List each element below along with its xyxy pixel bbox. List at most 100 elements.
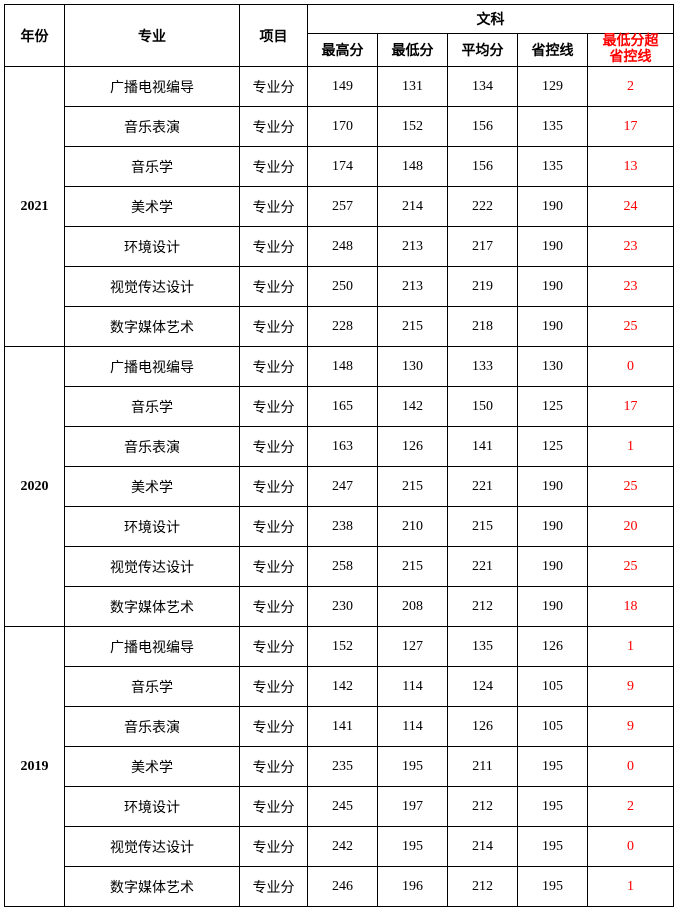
- cell-major: 音乐学: [65, 147, 240, 187]
- cell-min: 213: [378, 227, 448, 267]
- cell-max: 230: [308, 587, 378, 627]
- cell-avg: 221: [448, 467, 518, 507]
- cell-major: 数字媒体艺术: [65, 587, 240, 627]
- cell-ctl: 105: [518, 707, 588, 747]
- cell-avg: 219: [448, 267, 518, 307]
- cell-major: 广播电视编导: [65, 347, 240, 387]
- cell-item: 专业分: [240, 147, 308, 187]
- cell-max: 257: [308, 187, 378, 227]
- cell-item: 专业分: [240, 547, 308, 587]
- cell-year: 2019: [5, 627, 65, 907]
- cell-avg: 212: [448, 587, 518, 627]
- cell-ctl: 195: [518, 867, 588, 907]
- cell-ctl: 125: [518, 427, 588, 467]
- cell-item: 专业分: [240, 107, 308, 147]
- cell-min: 214: [378, 187, 448, 227]
- cell-major: 环境设计: [65, 787, 240, 827]
- cell-year: 2021: [5, 67, 65, 347]
- cell-max: 235: [308, 747, 378, 787]
- cell-ctl: 190: [518, 467, 588, 507]
- cell-major: 音乐表演: [65, 107, 240, 147]
- cell-min: 213: [378, 267, 448, 307]
- cell-min: 130: [378, 347, 448, 387]
- cell-diff: 25: [588, 547, 674, 587]
- cell-ctl: 190: [518, 587, 588, 627]
- cell-major: 音乐学: [65, 387, 240, 427]
- cell-major: 音乐学: [65, 667, 240, 707]
- cell-item: 专业分: [240, 587, 308, 627]
- cell-max: 258: [308, 547, 378, 587]
- cell-max: 141: [308, 707, 378, 747]
- cell-avg: 134: [448, 67, 518, 107]
- table-row: 音乐表演专业分17015215613517: [5, 107, 674, 147]
- cell-major: 环境设计: [65, 507, 240, 547]
- cell-max: 152: [308, 627, 378, 667]
- cell-ctl: 105: [518, 667, 588, 707]
- cell-avg: 212: [448, 787, 518, 827]
- cell-item: 专业分: [240, 827, 308, 867]
- cell-max: 228: [308, 307, 378, 347]
- cell-ctl: 129: [518, 67, 588, 107]
- cell-item: 专业分: [240, 187, 308, 227]
- hdr-max: 最高分: [308, 34, 378, 67]
- cell-ctl: 130: [518, 347, 588, 387]
- cell-major: 美术学: [65, 747, 240, 787]
- cell-diff: 1: [588, 627, 674, 667]
- cell-major: 音乐表演: [65, 707, 240, 747]
- cell-major: 视觉传达设计: [65, 267, 240, 307]
- cell-diff: 0: [588, 747, 674, 787]
- table-body: 2021广播电视编导专业分1491311341292音乐表演专业分1701521…: [5, 67, 674, 907]
- cell-diff: 13: [588, 147, 674, 187]
- cell-diff: 20: [588, 507, 674, 547]
- cell-max: 174: [308, 147, 378, 187]
- score-table: 年份 专业 项目 文科 最高分 最低分 平均分 省控线 最低分超 省控线 202…: [4, 4, 674, 907]
- table-row: 2021广播电视编导专业分1491311341292: [5, 67, 674, 107]
- cell-item: 专业分: [240, 627, 308, 667]
- table-row: 美术学专业分2351952111950: [5, 747, 674, 787]
- cell-avg: 133: [448, 347, 518, 387]
- cell-item: 专业分: [240, 347, 308, 387]
- cell-ctl: 126: [518, 627, 588, 667]
- table-row: 音乐学专业分1421141241059: [5, 667, 674, 707]
- cell-ctl: 125: [518, 387, 588, 427]
- cell-ctl: 190: [518, 507, 588, 547]
- cell-min: 152: [378, 107, 448, 147]
- cell-min: 148: [378, 147, 448, 187]
- table-row: 美术学专业分24721522119025: [5, 467, 674, 507]
- cell-max: 246: [308, 867, 378, 907]
- cell-item: 专业分: [240, 307, 308, 347]
- hdr-item: 项目: [240, 5, 308, 67]
- cell-min: 142: [378, 387, 448, 427]
- cell-min: 127: [378, 627, 448, 667]
- cell-item: 专业分: [240, 467, 308, 507]
- table-row: 环境设计专业分23821021519020: [5, 507, 674, 547]
- cell-diff: 17: [588, 387, 674, 427]
- cell-ctl: 135: [518, 147, 588, 187]
- table-row: 音乐学专业分16514215012517: [5, 387, 674, 427]
- cell-max: 250: [308, 267, 378, 307]
- table-row: 音乐表演专业分1631261411251: [5, 427, 674, 467]
- cell-diff: 0: [588, 827, 674, 867]
- cell-diff: 1: [588, 427, 674, 467]
- cell-diff: 17: [588, 107, 674, 147]
- cell-avg: 217: [448, 227, 518, 267]
- cell-item: 专业分: [240, 707, 308, 747]
- table-row: 音乐表演专业分1411141261059: [5, 707, 674, 747]
- cell-major: 环境设计: [65, 227, 240, 267]
- cell-diff: 25: [588, 307, 674, 347]
- hdr-avg: 平均分: [448, 34, 518, 67]
- table-row: 数字媒体艺术专业分23020821219018: [5, 587, 674, 627]
- cell-diff: 0: [588, 347, 674, 387]
- cell-min: 197: [378, 787, 448, 827]
- cell-ctl: 195: [518, 747, 588, 787]
- cell-max: 163: [308, 427, 378, 467]
- cell-ctl: 195: [518, 787, 588, 827]
- cell-avg: 126: [448, 707, 518, 747]
- cell-min: 195: [378, 747, 448, 787]
- table-header: 年份 专业 项目 文科 最高分 最低分 平均分 省控线 最低分超 省控线: [5, 5, 674, 67]
- cell-max: 142: [308, 667, 378, 707]
- cell-max: 149: [308, 67, 378, 107]
- cell-min: 215: [378, 467, 448, 507]
- hdr-diff-line1: 最低分超: [603, 34, 659, 49]
- cell-major: 数字媒体艺术: [65, 307, 240, 347]
